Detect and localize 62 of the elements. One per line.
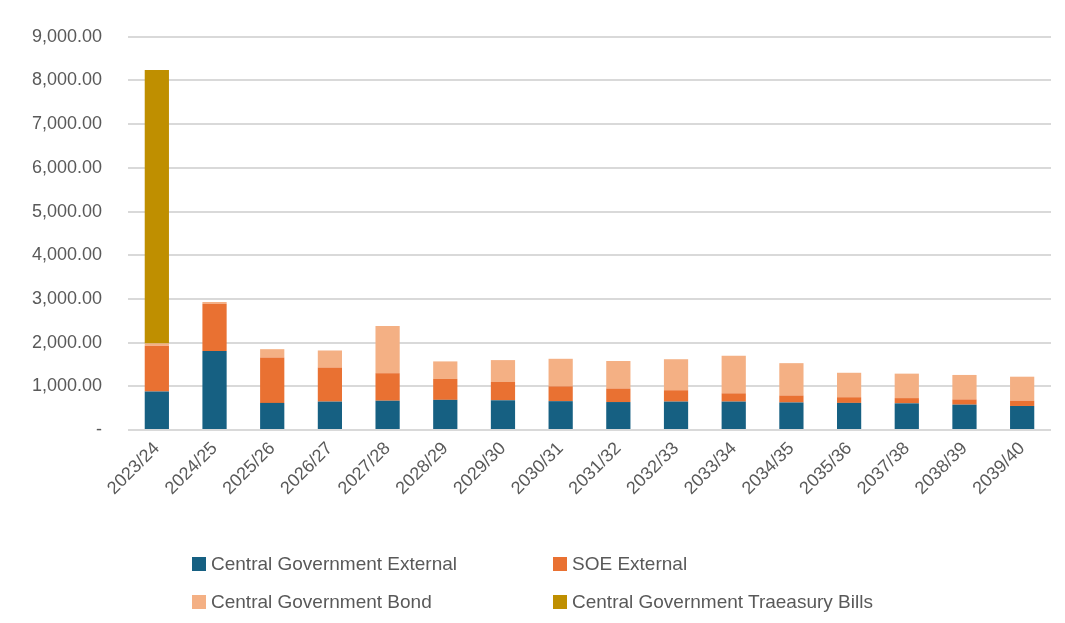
- bar: [952, 404, 977, 429]
- y-tick-label: 4,000.00: [31, 244, 102, 265]
- bar: [260, 349, 285, 358]
- bar: [1010, 405, 1035, 429]
- bar: [202, 303, 227, 351]
- bar: [779, 402, 804, 429]
- bar: [952, 374, 977, 400]
- bar: [548, 386, 573, 402]
- bar: [779, 395, 804, 403]
- bar: [375, 326, 400, 374]
- bar: [836, 397, 862, 403]
- bar: [202, 350, 227, 429]
- y-tick-label: 2,000.00: [31, 331, 102, 352]
- legend-label: SOE External: [572, 553, 688, 575]
- bar: [779, 363, 804, 396]
- bar: [721, 393, 746, 402]
- bar: [836, 402, 862, 429]
- bar: [606, 388, 631, 403]
- bar: [1010, 400, 1035, 406]
- bar: [433, 378, 458, 400]
- y-tick-label: 5,000.00: [31, 200, 102, 221]
- bar: [317, 350, 343, 368]
- bar: [375, 400, 400, 429]
- bar: [663, 390, 689, 402]
- bar: [548, 358, 573, 387]
- legend-label: Central Government Traeasury Bills: [572, 591, 873, 613]
- y-tick-label: 8,000.00: [31, 69, 102, 90]
- bar: [721, 401, 746, 429]
- bar: [317, 401, 343, 429]
- bar: [894, 403, 919, 429]
- bar: [548, 401, 573, 429]
- y-tick-label: 3,000.00: [31, 287, 102, 308]
- bar: [144, 391, 169, 429]
- y-tick-label: 9,000.00: [31, 25, 102, 46]
- bar: [490, 360, 516, 382]
- y-tick-label: 1,000.00: [31, 375, 102, 396]
- bar: [663, 401, 689, 429]
- bar: [490, 400, 516, 429]
- legend-label: Central Government External: [211, 553, 458, 575]
- bar: [144, 343, 169, 346]
- bar: [433, 361, 458, 379]
- bar: [894, 373, 919, 399]
- y-tick-label: -: [96, 418, 102, 439]
- bar: [260, 402, 285, 429]
- y-tick-label: 7,000.00: [31, 113, 102, 134]
- bar: [836, 372, 862, 398]
- bar: [144, 70, 169, 344]
- legend-label: Central Government Bond: [211, 591, 432, 613]
- bar: [894, 398, 919, 404]
- bar: [1010, 376, 1035, 401]
- bar: [663, 359, 689, 391]
- bar: [721, 355, 746, 394]
- bar: [433, 399, 458, 429]
- bar: [606, 402, 631, 429]
- bar: [375, 373, 400, 401]
- bar: [260, 357, 285, 403]
- bar: [144, 345, 169, 392]
- bar: [317, 367, 343, 402]
- y-tick-label: 6,000.00: [31, 156, 102, 177]
- bar: [490, 381, 516, 401]
- bar: [952, 399, 977, 405]
- bar: [606, 360, 631, 389]
